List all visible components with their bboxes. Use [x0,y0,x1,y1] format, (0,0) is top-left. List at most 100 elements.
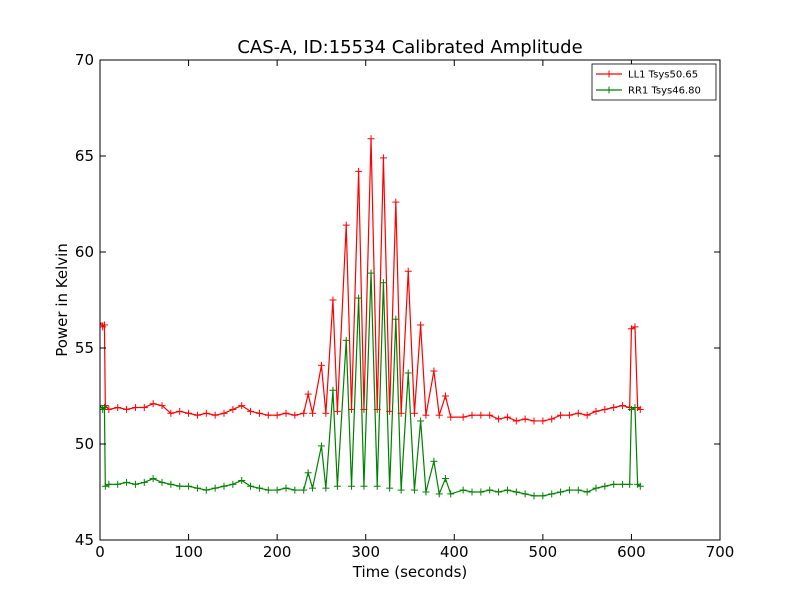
data-point [627,405,635,413]
data-point [193,484,201,492]
data-point [422,488,430,496]
data-point [101,482,109,490]
data-point [627,325,635,333]
data-point [441,392,449,400]
x-tick-label: 300 [351,543,380,561]
data-point [229,405,237,413]
data-point [636,482,644,490]
data-point [583,411,591,419]
data-point [417,321,425,329]
chart-title: CAS-A, ID:15534 Calibrated Amplitude [237,37,582,58]
data-point [167,480,175,488]
data-point [114,404,122,412]
data-point [333,407,341,415]
data-point [379,154,387,162]
data-point [592,484,600,492]
data-point [158,402,166,410]
data-point [373,482,381,490]
data-point [610,404,618,412]
data-point [486,486,494,494]
data-point [238,402,246,410]
data-point [238,476,246,484]
data-point [631,404,639,412]
data-point [255,409,263,417]
data-point [503,413,511,421]
data-point [459,486,467,494]
data-point [342,221,350,229]
series-rr1 [100,269,644,500]
data-point [317,442,325,450]
data-point [105,405,113,413]
data-point [304,390,312,398]
data-point [100,404,108,412]
data-point [317,361,325,369]
x-tick-label: 700 [706,543,735,561]
data-point [435,411,443,419]
data-point [410,409,418,417]
data-point [468,411,476,419]
data-point [592,407,600,415]
data-point [404,267,412,275]
series-layer [100,135,644,500]
ticks-layer: 0 100 200 300 400 500 600 700 45 50 55 60 65 70 [75,51,734,561]
data-point [185,409,193,417]
y-tick-label: 65 [75,147,94,165]
data-point [123,405,131,413]
data-point [176,407,184,415]
plot-area-frame [99,59,721,541]
x-axis-label: Time (seconds) [352,563,468,581]
data-point [149,400,157,408]
data-point [422,411,430,419]
data-point [309,484,317,492]
data-point [158,478,166,486]
data-point [477,411,485,419]
data-point [539,417,547,425]
data-point [557,411,565,419]
data-point [530,417,538,425]
data-point [626,480,634,488]
x-tick-label: 200 [263,543,292,561]
data-point [360,482,368,490]
legend-label: LL1 Tsys50.65 [628,70,698,81]
data-point [193,411,201,419]
data-point [220,409,228,417]
data-point [140,404,148,412]
data-point [404,369,412,377]
data-point [282,484,290,492]
data-point [105,480,113,488]
data-point [149,475,157,483]
data-point [397,486,405,494]
data-point [601,405,609,413]
data-point [100,319,104,327]
data-point [610,480,618,488]
y-tick-label: 70 [75,51,94,69]
data-point [131,480,139,488]
data-point [441,475,449,483]
data-point [386,484,394,492]
legend: LL1 Tsys50.65 RR1 Tsys46.80 [591,63,717,101]
data-point [512,417,520,425]
data-point [264,411,272,419]
data-point [211,411,219,419]
data-point [574,409,582,417]
data-point [167,409,175,417]
data-point [273,411,281,419]
data-point [539,492,547,500]
data-point [435,490,443,498]
data-point [392,198,400,206]
data-point [565,486,573,494]
data-point [495,415,503,423]
data-point [140,478,148,486]
data-point [557,488,565,496]
data-point [264,486,272,494]
data-point [631,323,639,331]
data-point [176,482,184,490]
data-point [273,486,281,494]
data-point [329,296,337,304]
y-tick-label: 55 [75,339,94,357]
data-point [367,269,375,277]
data-point [342,336,350,344]
data-point [530,492,538,500]
data-point [548,415,556,423]
